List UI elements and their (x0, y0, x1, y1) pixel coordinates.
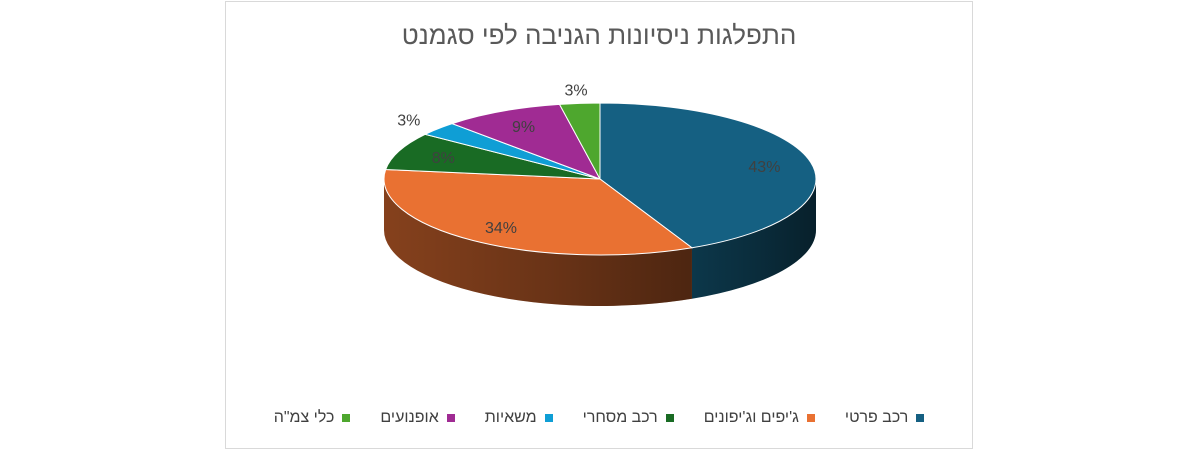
legend-label-0: רכב פרטי (844, 409, 909, 426)
legend-item-5: כלי צמ"ה (274, 409, 351, 427)
legend-swatch-0 (916, 414, 925, 422)
data-label-3: 3% (397, 113, 420, 130)
pie-slice-1 (383, 168, 694, 256)
chart-legend: רכב פרטי ג'יפים וג'יפונים רכב מסחרי משאיות א… (226, 409, 972, 427)
pie-side-shade-1 (384, 179, 692, 306)
legend-swatch-5 (342, 414, 351, 422)
legend-label-5: כלי צמ"ה (273, 409, 335, 426)
pie-slice-0 (599, 102, 817, 249)
legend-label-2: רכב מסחרי (582, 409, 658, 426)
legend-label-3: משאיות (484, 409, 537, 426)
legend-swatch-4 (446, 414, 455, 422)
pie-chart: 43% 34% 8% 3% 9% 3% (383, 83, 817, 306)
legend-label-4: אופנועים (380, 409, 439, 426)
legend-swatch-3 (544, 414, 553, 422)
chart-title: התפלגות ניסיונות הגניבה לפי סגמנט (401, 20, 797, 50)
chart-area: התפלגות ניסיונות הגניבה לפי סגמנט 43% 34%… (225, 1, 973, 449)
data-label-1: 34% (485, 220, 517, 237)
data-label-2: 8% (432, 150, 455, 167)
pie-side-shade-0 (691, 179, 816, 299)
legend-item-3: משאיות (485, 409, 553, 427)
legend-item-0: רכב פרטי (844, 409, 925, 427)
legend-swatch-2 (665, 414, 674, 422)
data-label-0: 43% (748, 159, 780, 176)
legend-label-1: ג'יפים וג'יפונים (703, 409, 799, 426)
legend-swatch-1 (806, 414, 815, 422)
legend-item-1: ג'יפים וג'יפונים (704, 409, 815, 427)
pie-slice-2 (385, 133, 601, 180)
legend-item-2: רכב מסחרי (583, 409, 674, 427)
legend-item-4: אופנועים (380, 409, 455, 427)
data-label-5: 3% (564, 83, 587, 100)
data-label-4: 9% (512, 119, 535, 136)
pie-slice-5 (558, 102, 601, 180)
pie-slice-4 (450, 103, 602, 180)
